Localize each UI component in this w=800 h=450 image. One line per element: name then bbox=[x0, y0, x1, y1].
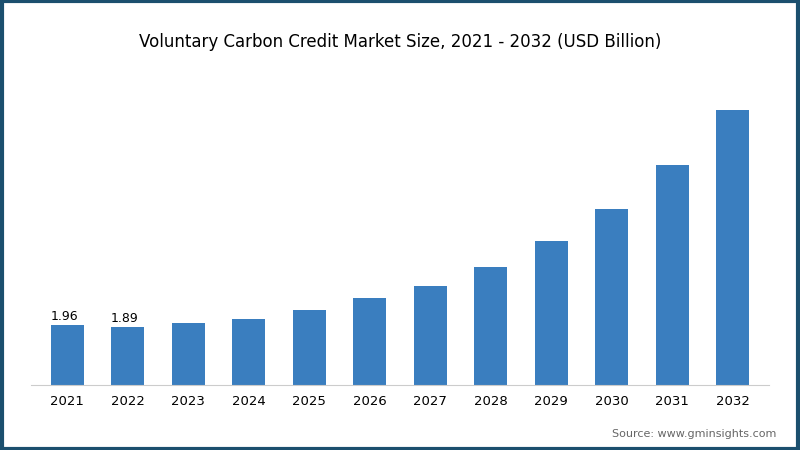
Bar bbox=[595, 209, 628, 385]
Bar bbox=[474, 267, 507, 385]
Bar bbox=[50, 325, 84, 385]
Bar bbox=[655, 165, 689, 385]
Bar bbox=[414, 286, 447, 385]
Text: 1.89: 1.89 bbox=[111, 312, 138, 325]
Bar bbox=[353, 298, 386, 385]
Bar bbox=[111, 328, 145, 385]
Bar bbox=[232, 319, 266, 385]
Bar bbox=[716, 110, 750, 385]
Bar bbox=[534, 241, 568, 385]
Text: Source: www.gminsights.com: Source: www.gminsights.com bbox=[612, 429, 776, 439]
Text: 1.96: 1.96 bbox=[50, 310, 78, 323]
Title: Voluntary Carbon Credit Market Size, 2021 - 2032 (USD Billion): Voluntary Carbon Credit Market Size, 202… bbox=[139, 33, 661, 51]
Bar bbox=[293, 310, 326, 385]
Bar bbox=[172, 323, 205, 385]
